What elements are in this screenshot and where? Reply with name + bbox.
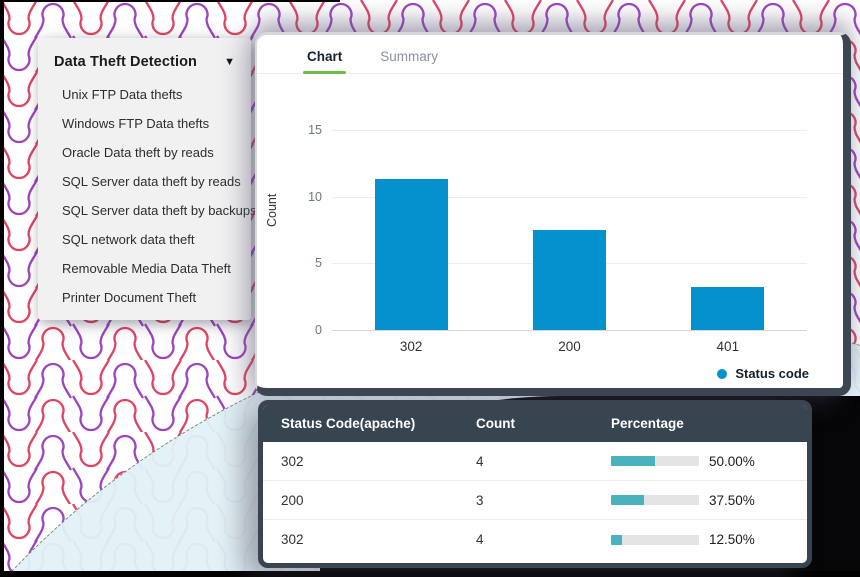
y-axis-label: Count: [265, 193, 279, 227]
cell-count: 4: [476, 532, 484, 547]
sidebar-item-printer-theft[interactable]: Printer Document Theft: [62, 290, 197, 305]
sidebar-item-sql-backups[interactable]: SQL Server data theft by backups: [62, 203, 257, 218]
legend-status-code[interactable]: Status code: [717, 366, 809, 381]
col-header-count: Count: [476, 416, 515, 431]
cell-status-code: 200: [281, 492, 304, 508]
progress-fill: [611, 495, 644, 505]
progress-fill: [611, 534, 622, 545]
percentage-label: 12.50%: [709, 532, 755, 547]
x-tick-401: 401: [716, 339, 740, 354]
legend-label: Status code: [735, 366, 809, 381]
progress-bar: [611, 534, 699, 545]
cell-status-code: 302: [281, 532, 304, 547]
bar-slot: [490, 130, 648, 330]
gridline-15: 15: [308, 123, 807, 137]
tab-bar: Chart Summary: [257, 35, 843, 74]
cell-count: 4: [476, 453, 484, 469]
sidebar-item-unix-ftp[interactable]: Unix FTP Data thefts: [62, 87, 183, 102]
x-tick-302: 302: [399, 339, 423, 354]
sidebar-item-removable-media[interactable]: Removable Media Data Theft: [62, 261, 231, 276]
percentage-label: 50.00%: [709, 453, 755, 469]
cell-percentage: 37.50%: [593, 493, 807, 508]
screenshot-edge-bottom: [0, 571, 860, 577]
progress-fill: [611, 456, 655, 466]
screenshot-edge-left: [0, 0, 4, 577]
y-tick-10: 10: [308, 189, 322, 204]
screenshot-edge-top: [0, 0, 340, 2]
sidebar-item-oracle-reads[interactable]: Oracle Data theft by reads: [62, 145, 214, 160]
col-header-percentage: Percentage: [611, 416, 684, 431]
chart-bar-200[interactable]: [532, 230, 606, 330]
table-header-row: Status Code(apache) Count Percentage: [263, 405, 807, 442]
sidebar-item-windows-ftp[interactable]: Windows FTP Data thefts: [62, 116, 210, 131]
progress-bar: [611, 456, 699, 466]
tab-chart[interactable]: Chart: [302, 49, 347, 74]
y-tick-15: 15: [308, 123, 322, 137]
report-group-title: Data Theft Detection: [54, 54, 197, 70]
table-row: 302 4 12.50%: [263, 520, 807, 559]
cell-count: 3: [476, 492, 484, 508]
sidebar-item-sql-reads[interactable]: SQL Server data theft by reads: [62, 174, 241, 189]
chart-bar-302[interactable]: [374, 179, 448, 330]
bar-slot: [332, 130, 490, 330]
plot-area: 15 10 5 0: [308, 123, 807, 337]
tab-summary[interactable]: Summary: [380, 49, 439, 64]
x-tick-200: 200: [558, 339, 581, 354]
bars-container: [332, 130, 807, 330]
y-tick-5: 5: [315, 256, 322, 271]
status-code-table: Status Code(apache) Count Percentage 302…: [258, 400, 812, 568]
cell-percentage: 12.50%: [593, 532, 807, 547]
cell-status-code: 302: [281, 453, 304, 469]
percentage-label: 37.50%: [709, 492, 755, 508]
sidebar-item-sql-network[interactable]: SQL network data theft: [62, 232, 195, 247]
gridline-0: 0: [315, 323, 807, 337]
gridline-10: 10: [308, 190, 807, 204]
col-header-status-code: Status Code(apache): [281, 416, 416, 431]
legend-dot-icon: [717, 368, 728, 379]
progress-bar: [611, 495, 699, 505]
cell-percentage: 50.00%: [593, 454, 807, 469]
table-row: 302 4 50.00%: [263, 442, 807, 481]
chart-bar-401[interactable]: [691, 287, 765, 330]
y-tick-0: 0: [315, 323, 322, 337]
chevron-down-icon[interactable]: ▼: [224, 55, 235, 68]
report-list-panel: Data Theft Detection ▼ Unix FTP Data the…: [38, 38, 257, 320]
bar-chart: Count 15 10 5 0: [257, 77, 843, 388]
report-group-header[interactable]: Data Theft Detection ▼: [38, 52, 251, 80]
x-axis-labels: 302 200 401: [332, 339, 807, 354]
bar-slot: [649, 130, 807, 330]
table-row: 200 3 37.50%: [263, 481, 807, 520]
chart-panel: Chart Summary Count 15 10 5 0: [255, 32, 851, 396]
